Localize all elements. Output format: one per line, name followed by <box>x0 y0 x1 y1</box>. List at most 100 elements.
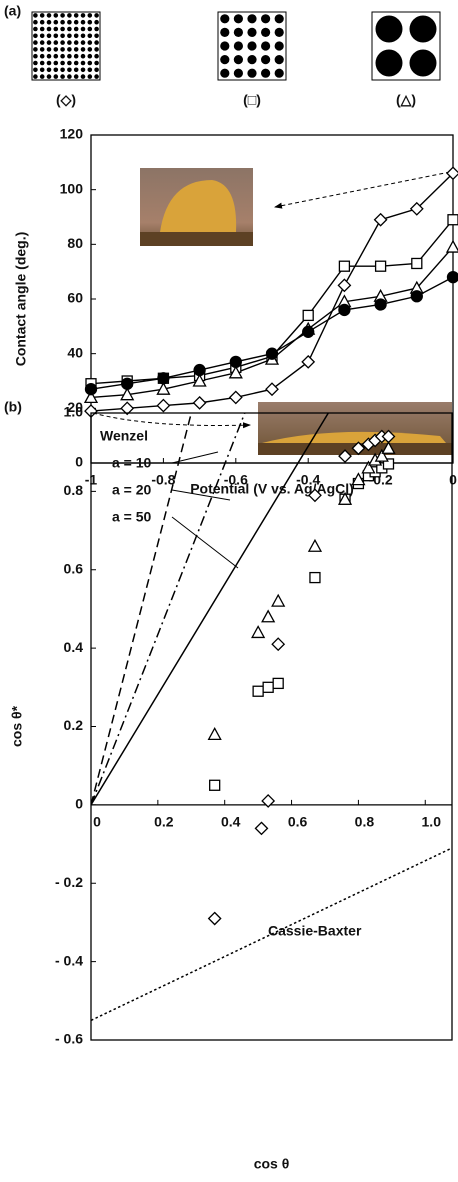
pattern-dot <box>53 26 59 32</box>
pattern-dot <box>60 47 65 52</box>
y-axis-label: cos θ* <box>9 705 25 747</box>
marker-circle <box>265 347 279 360</box>
pattern-dot <box>94 60 99 66</box>
pattern-dot <box>409 15 437 43</box>
panel-label: (a) <box>4 3 21 19</box>
marker-triangle <box>445 239 458 253</box>
pattern-dot <box>67 13 72 18</box>
annotation: Wenzel <box>100 428 148 444</box>
marker-diamond <box>254 821 269 836</box>
pattern-dot <box>67 74 72 79</box>
marker-diamond <box>271 637 286 652</box>
annotation: Cassie-Baxter <box>268 923 362 939</box>
pattern-dot <box>80 19 86 25</box>
marker-triangle <box>307 538 323 552</box>
series-line <box>90 246 454 399</box>
x-tick-label: 0.2 <box>154 814 174 830</box>
pattern-dot <box>46 26 52 32</box>
pattern-dot <box>80 67 86 73</box>
x-axis-label: Potential (V vs. Ag/AgCl) <box>190 481 354 497</box>
pattern-dot <box>94 19 99 25</box>
pattern-dot <box>60 33 65 39</box>
y-tick-label: 80 <box>67 235 83 251</box>
marker-square <box>309 571 321 584</box>
pattern-dot <box>80 53 86 59</box>
pattern-dot <box>67 53 72 59</box>
pattern-dot <box>67 33 72 39</box>
pattern-dot <box>87 13 93 18</box>
pattern-dot <box>53 40 59 45</box>
y-tick-label: 1.0 <box>64 404 84 420</box>
substrate <box>140 232 253 246</box>
arrow <box>92 412 251 429</box>
pattern-dot <box>73 40 79 45</box>
pattern-dot <box>247 27 257 37</box>
marker-triangle <box>207 726 222 740</box>
pattern-dot <box>67 19 72 25</box>
pattern-dot <box>46 33 52 39</box>
y-axis-label: Contact angle (deg.) <box>13 232 29 367</box>
pattern-dot <box>33 40 38 45</box>
marker-square <box>272 677 284 690</box>
pattern-dot <box>53 19 59 25</box>
pattern-dot <box>33 33 38 39</box>
marker-circle <box>84 383 98 396</box>
pattern-dot <box>80 40 86 45</box>
pattern-dot <box>87 67 93 73</box>
marker-diamond <box>207 911 222 926</box>
pattern-dot <box>73 53 79 59</box>
marker-triangle <box>361 460 376 474</box>
y-tick-label: 0.8 <box>64 482 84 498</box>
pattern-dot <box>53 33 59 39</box>
pattern-dot <box>73 47 79 52</box>
pattern-dot <box>60 40 65 45</box>
y-tick-label: 60 <box>67 290 83 306</box>
marker-square <box>262 681 274 693</box>
pattern-dot <box>33 13 38 18</box>
arrow <box>274 171 451 209</box>
x-tick-label: -0.6 <box>224 472 248 488</box>
pattern-dot <box>233 41 243 51</box>
pattern-dot <box>67 67 72 73</box>
droplet <box>160 180 237 232</box>
marker-diamond <box>228 390 243 405</box>
marker-triangle <box>228 365 243 379</box>
pattern-dot <box>87 40 93 45</box>
reference-line <box>91 413 193 806</box>
pattern-label: (△) <box>396 92 416 108</box>
pattern-dot <box>274 55 284 65</box>
marker-circle <box>374 298 387 311</box>
droplet <box>262 431 446 443</box>
x-tick-label: 0 <box>93 814 101 830</box>
y-tick-label: - 0.6 <box>55 1031 83 1047</box>
droplet-photo <box>140 168 253 246</box>
pattern-dot <box>94 74 99 79</box>
pattern-dot <box>87 60 93 66</box>
pattern-dot <box>80 47 86 52</box>
y-tick-label: 0.2 <box>64 717 84 733</box>
pattern-dot <box>73 26 79 32</box>
leader-line <box>171 451 219 464</box>
y-tick-label: 100 <box>60 180 84 196</box>
pattern-dot <box>87 19 93 25</box>
pattern-label: (□) <box>243 92 261 108</box>
marker-triangle <box>192 373 207 387</box>
pattern-dot <box>60 74 65 79</box>
pattern-dot <box>60 19 65 25</box>
pattern-dot <box>261 41 271 51</box>
marker-triangle <box>261 609 276 623</box>
y-tick-label: 0.4 <box>64 639 84 655</box>
pattern-dot <box>60 53 65 59</box>
y-tick-label: 40 <box>67 344 83 360</box>
pattern-dot <box>94 13 99 18</box>
pattern-dot <box>220 41 230 51</box>
pattern-dot <box>39 26 45 32</box>
annotation: a = 10 <box>112 455 152 471</box>
marker-square <box>252 685 264 697</box>
pattern-dot <box>233 14 243 24</box>
pattern-dot <box>220 14 230 24</box>
pattern-dot <box>80 33 86 39</box>
marker-circle <box>193 363 206 377</box>
x-tick-label: 0.8 <box>355 814 375 830</box>
marker-triangle <box>156 381 171 395</box>
